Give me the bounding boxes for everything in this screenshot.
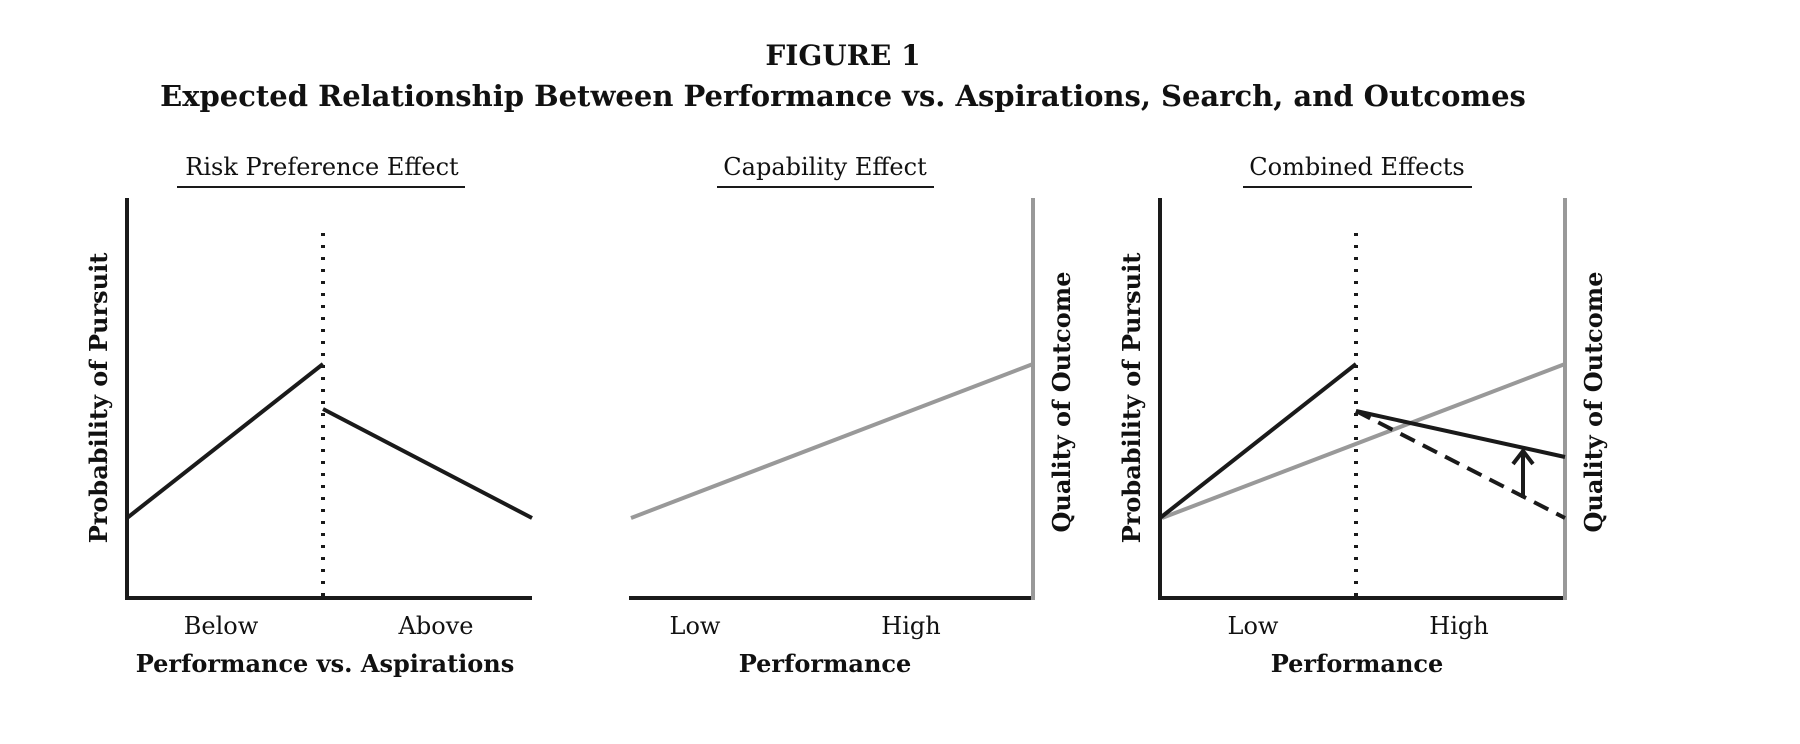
up-arrow-icon (1511, 447, 1535, 498)
panel3-axes (1158, 198, 1565, 600)
panel3-x-tick-high: High (1429, 612, 1488, 640)
panel3-x-axis-label: Performance (1271, 649, 1444, 678)
panel3-right-axis-label: Quality of Outcome (1579, 272, 1608, 533)
panel1-x-axis-label: Performance vs. Aspirations (136, 649, 515, 678)
panel-title-risk-preference: Risk Preference Effect (185, 153, 459, 181)
figure-label: FIGURE 1 (765, 39, 920, 72)
panel2-x-axis-label: Performance (739, 649, 912, 678)
capability-line (1161, 362, 1566, 520)
panel1-axes (125, 198, 532, 600)
panel2-right-axis-label: Quality of Outcome (1047, 272, 1076, 533)
figure-title: Expected Relationship Between Performanc… (160, 79, 1526, 113)
panel-title-combined: Combined Effects (1249, 153, 1464, 181)
panel-title-capability: Capability Effect (723, 153, 927, 181)
below-aspiration-line (125, 362, 325, 520)
panel-capability: Capability Effect Quality of Outcome Low… (629, 153, 1076, 678)
panel3-x-tick-low: Low (1228, 612, 1279, 640)
above-aspiration-line (322, 407, 533, 520)
panel-combined: Combined Effects Probability of Pursuit … (1117, 153, 1608, 678)
panel2-x-tick-high: High (881, 612, 940, 640)
panel-risk-preference: Risk Preference Effect Probability of Pu… (84, 153, 533, 678)
risk-only-dashed-line (1355, 409, 1566, 520)
panel2-x-tick-low: Low (670, 612, 721, 640)
below-aspiration-line (1158, 362, 1358, 520)
panel1-x-tick-above: Above (398, 612, 474, 640)
panel3-y-axis-label: Probability of Pursuit (1117, 253, 1146, 544)
capability-line (630, 362, 1034, 520)
combined-effect-line (1355, 409, 1566, 459)
panel1-x-tick-below: Below (184, 612, 259, 640)
panel1-y-axis-label: Probability of Pursuit (84, 253, 113, 544)
